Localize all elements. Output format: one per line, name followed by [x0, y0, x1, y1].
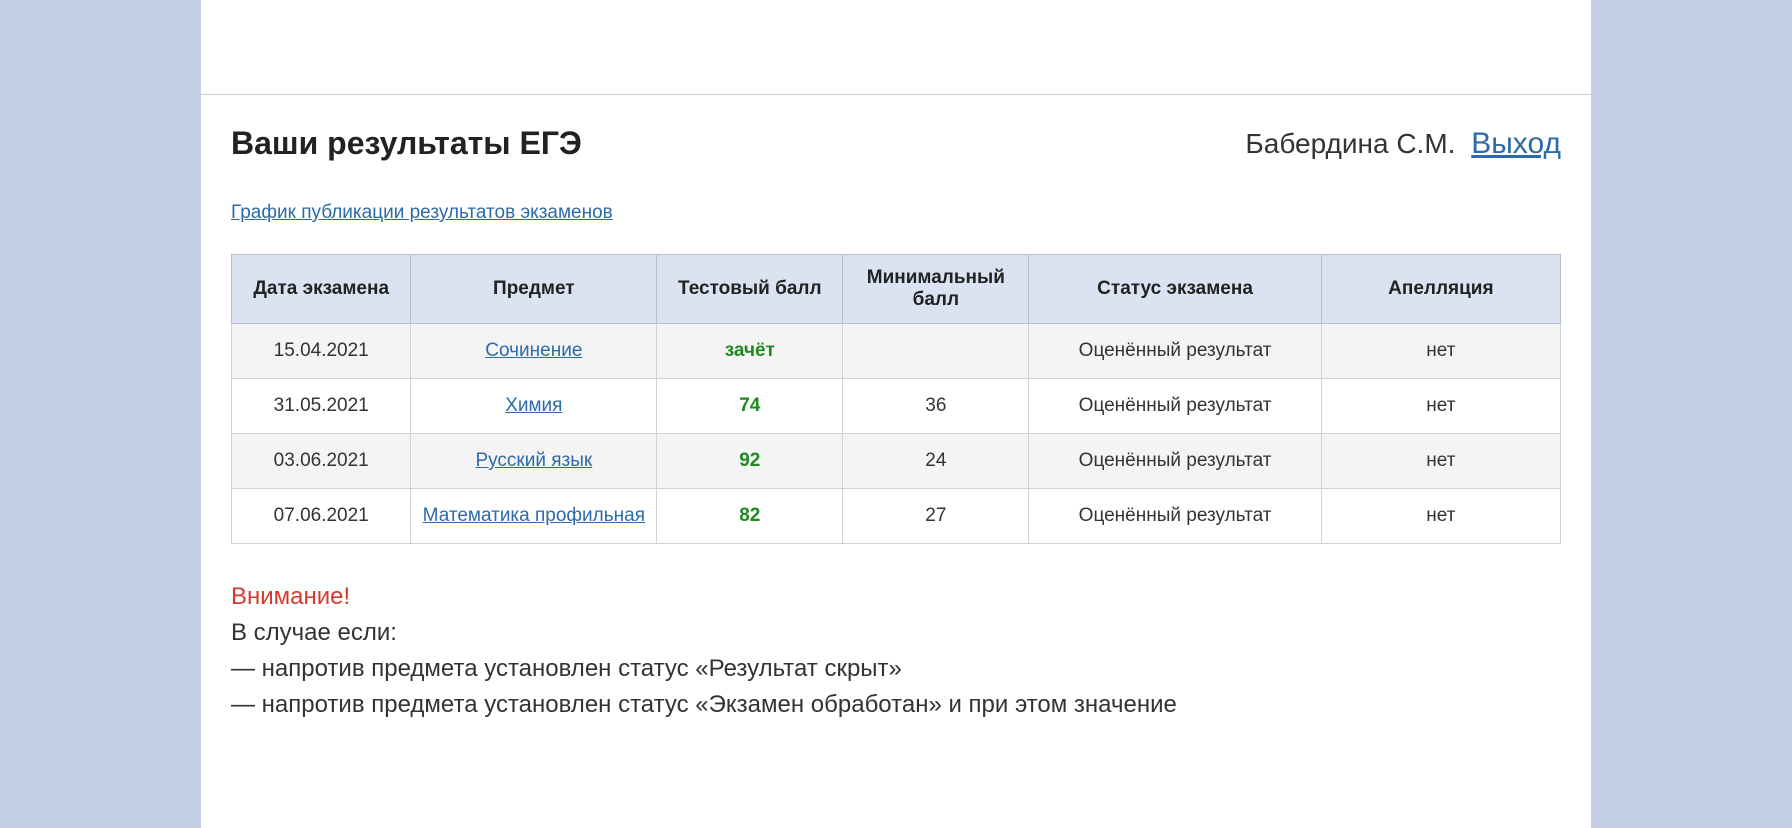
cell-status: Оценённый результат	[1029, 379, 1321, 434]
cell-appeal: нет	[1321, 324, 1560, 379]
score-value: 92	[739, 450, 760, 471]
subject-link[interactable]: Русский язык	[475, 450, 592, 471]
top-spacer	[201, 0, 1591, 95]
table-row: 03.06.2021 Русский язык 92 24 Оценённый …	[232, 434, 1561, 489]
col-min-score: Минимальный балл	[843, 255, 1029, 324]
cell-date: 03.06.2021	[232, 434, 411, 489]
table-row: 15.04.2021 Сочинение зачёт Оценённый рез…	[232, 324, 1561, 379]
notice-line: В случае если:	[231, 615, 1561, 651]
user-block: Бабердина С.М. Выход	[1245, 127, 1561, 161]
cell-date: 07.06.2021	[232, 489, 411, 544]
notice-line: — напротив предмета установлен статус «Э…	[231, 687, 1561, 723]
schedule-link[interactable]: График публикации результатов экзаменов	[231, 202, 613, 224]
page-title: Ваши результаты ЕГЭ	[231, 125, 582, 162]
page-container: Ваши результаты ЕГЭ Бабердина С.М. Выход…	[201, 0, 1591, 828]
subject-link[interactable]: Математика профильная	[423, 505, 645, 526]
subject-link[interactable]: Химия	[505, 395, 562, 416]
cell-date: 15.04.2021	[232, 324, 411, 379]
cell-subject: Русский язык	[411, 434, 657, 489]
cell-subject: Математика профильная	[411, 489, 657, 544]
cell-min-score: 24	[843, 434, 1029, 489]
notice-line: — напротив предмета установлен статус «Р…	[231, 651, 1561, 687]
cell-status: Оценённый результат	[1029, 324, 1321, 379]
logout-link[interactable]: Выход	[1471, 127, 1561, 160]
cell-score: зачёт	[657, 324, 843, 379]
col-appeal: Апелляция	[1321, 255, 1560, 324]
cell-score: 82	[657, 489, 843, 544]
col-subject: Предмет	[411, 255, 657, 324]
col-score: Тестовый балл	[657, 255, 843, 324]
cell-status: Оценённый результат	[1029, 434, 1321, 489]
notice-title: Внимание!	[231, 579, 1561, 615]
cell-appeal: нет	[1321, 489, 1560, 544]
cell-date: 31.05.2021	[232, 379, 411, 434]
subject-link[interactable]: Сочинение	[485, 340, 582, 361]
cell-subject: Химия	[411, 379, 657, 434]
cell-score: 92	[657, 434, 843, 489]
notice-block: Внимание! В случае если: — напротив пред…	[231, 579, 1561, 723]
content-area: Ваши результаты ЕГЭ Бабердина С.М. Выход…	[201, 95, 1591, 723]
table-row: 07.06.2021 Математика профильная 82 27 О…	[232, 489, 1561, 544]
score-value: зачёт	[725, 340, 775, 361]
results-table: Дата экзамена Предмет Тестовый балл Мини…	[231, 254, 1561, 544]
user-name: Бабердина С.М.	[1245, 128, 1455, 159]
col-date: Дата экзамена	[232, 255, 411, 324]
cell-status: Оценённый результат	[1029, 489, 1321, 544]
cell-min-score: 27	[843, 489, 1029, 544]
cell-min-score	[843, 324, 1029, 379]
table-row: 31.05.2021 Химия 74 36 Оценённый результ…	[232, 379, 1561, 434]
score-value: 74	[739, 395, 760, 416]
cell-min-score: 36	[843, 379, 1029, 434]
cell-subject: Сочинение	[411, 324, 657, 379]
table-header-row: Дата экзамена Предмет Тестовый балл Мини…	[232, 255, 1561, 324]
col-status: Статус экзамена	[1029, 255, 1321, 324]
cell-appeal: нет	[1321, 379, 1560, 434]
cell-score: 74	[657, 379, 843, 434]
cell-appeal: нет	[1321, 434, 1560, 489]
score-value: 82	[739, 505, 760, 526]
header-row: Ваши результаты ЕГЭ Бабердина С.М. Выход	[231, 125, 1561, 162]
